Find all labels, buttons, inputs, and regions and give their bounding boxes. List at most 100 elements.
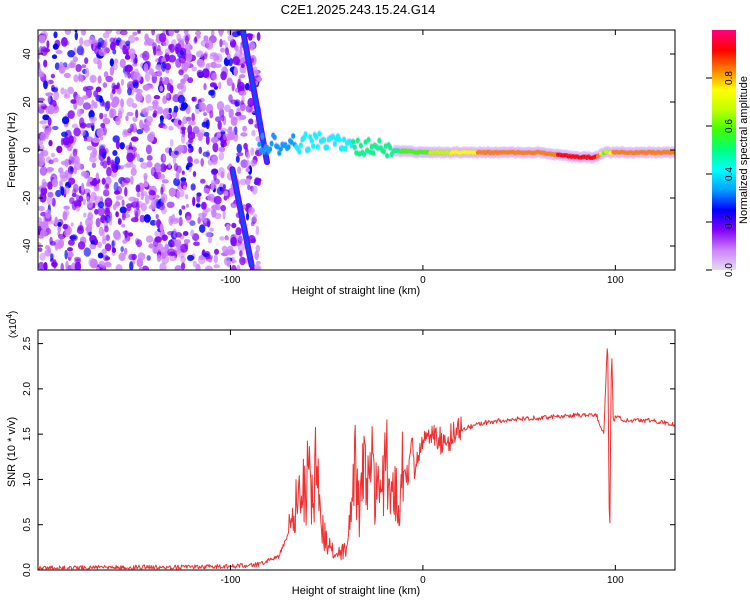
noise-speckle (43, 261, 48, 270)
noise-speckle (202, 151, 210, 157)
noise-speckle (211, 155, 218, 165)
tone-sample (297, 149, 302, 155)
noise-speckle (147, 133, 155, 143)
noise-speckle (200, 158, 204, 167)
noise-speckle (124, 230, 128, 239)
noise-speckle (130, 217, 139, 223)
noise-speckle (46, 196, 54, 205)
noise-speckle (57, 222, 62, 227)
noise-speckle (231, 222, 237, 229)
noise-speckle (143, 175, 148, 182)
colorbar-label: Normalized spectral amplitude (738, 76, 750, 224)
noise-speckle (67, 50, 75, 58)
noise-speckle (77, 225, 84, 231)
noise-speckle (93, 90, 99, 98)
noise-speckle (64, 249, 68, 260)
noise-speckle (245, 151, 251, 159)
noise-speckle (90, 116, 95, 126)
noise-speckle (75, 205, 81, 212)
noise-speckle (233, 66, 238, 77)
noise-speckle (126, 152, 134, 163)
colorbar-tick-label: 0.2 (724, 215, 735, 229)
noise-speckle (149, 219, 157, 226)
noise-speckle (46, 40, 50, 49)
noise-speckle (122, 128, 128, 136)
noise-speckle (218, 81, 222, 90)
noise-speckle (82, 95, 89, 100)
noise-speckle (224, 236, 229, 241)
noise-speckle (244, 178, 251, 186)
noise-speckle (143, 40, 149, 46)
tone-sample (366, 137, 371, 143)
noise-speckle (109, 58, 115, 67)
noise-speckle (74, 31, 79, 41)
tone-sample (303, 131, 308, 137)
noise-speckle (235, 227, 242, 236)
noise-speckle (99, 95, 103, 104)
noise-speckle (41, 178, 47, 189)
noise-speckle (80, 30, 86, 36)
snr-frame (37, 329, 676, 571)
noise-speckle (52, 157, 59, 163)
noise-speckle (186, 254, 194, 262)
noise-speckle (136, 191, 141, 198)
noise-speckle (168, 162, 172, 169)
noise-speckle (54, 62, 60, 70)
noise-speckle (200, 178, 206, 184)
noise-speckle (210, 61, 217, 69)
y-exponent-power: 4 (5, 314, 14, 319)
noise-speckle (38, 71, 45, 78)
noise-speckle (202, 112, 208, 116)
noise-speckle (49, 236, 53, 245)
noise-speckle (42, 48, 50, 53)
colorbar-tick-label: 0.4 (724, 167, 735, 181)
noise-speckle (67, 247, 73, 252)
noise-speckle (115, 195, 124, 201)
noise-speckle (104, 197, 113, 208)
noise-speckle (81, 182, 85, 193)
noise-speckle (102, 32, 110, 39)
noise-speckle (177, 38, 186, 43)
noise-speckle (85, 136, 94, 142)
noise-speckle (135, 184, 141, 193)
noise-speckle (62, 211, 68, 221)
noise-speckle (175, 165, 182, 174)
noise-speckle (169, 139, 174, 147)
noise-speckle (174, 30, 180, 34)
noise-speckle (174, 217, 181, 223)
colorbar-tick-label: 0.6 (724, 119, 735, 133)
noise-speckle (115, 139, 120, 150)
spectrogram-panel: -100 0 100 -40 -20 0 20 40 Height of straight … (6, 29, 676, 297)
noise-speckle (161, 179, 169, 184)
noise-speckle (38, 34, 46, 44)
noise-speckle (83, 212, 87, 218)
noise-speckle (104, 38, 108, 48)
noise-speckle (85, 67, 90, 78)
noise-speckle (192, 126, 200, 135)
noise-speckle (237, 235, 243, 244)
noise-speckle (192, 171, 197, 177)
noise-speckle (182, 231, 189, 236)
noise-speckle (197, 217, 201, 224)
noise-speckle (211, 204, 219, 211)
noise-speckle (103, 189, 110, 197)
tone-sample (362, 151, 366, 157)
noise-speckle (106, 166, 112, 177)
noise-speckle (79, 37, 84, 46)
noise-speckle (114, 156, 121, 165)
noise-speckle (164, 245, 169, 250)
noise-speckle (64, 88, 68, 98)
tone-sample (357, 151, 362, 157)
noise-speckle (80, 129, 86, 137)
noise-speckle (74, 261, 82, 270)
noise-speckle (121, 212, 126, 221)
noise-speckle (71, 123, 79, 129)
noise-speckle (128, 35, 136, 44)
noise-speckle (69, 197, 75, 205)
noise-speckle (165, 48, 171, 55)
noise-speckle (226, 259, 231, 268)
noise-speckle (219, 127, 228, 133)
noise-speckle (184, 42, 192, 52)
noise-speckle (242, 125, 248, 132)
noise-speckle (59, 171, 68, 179)
